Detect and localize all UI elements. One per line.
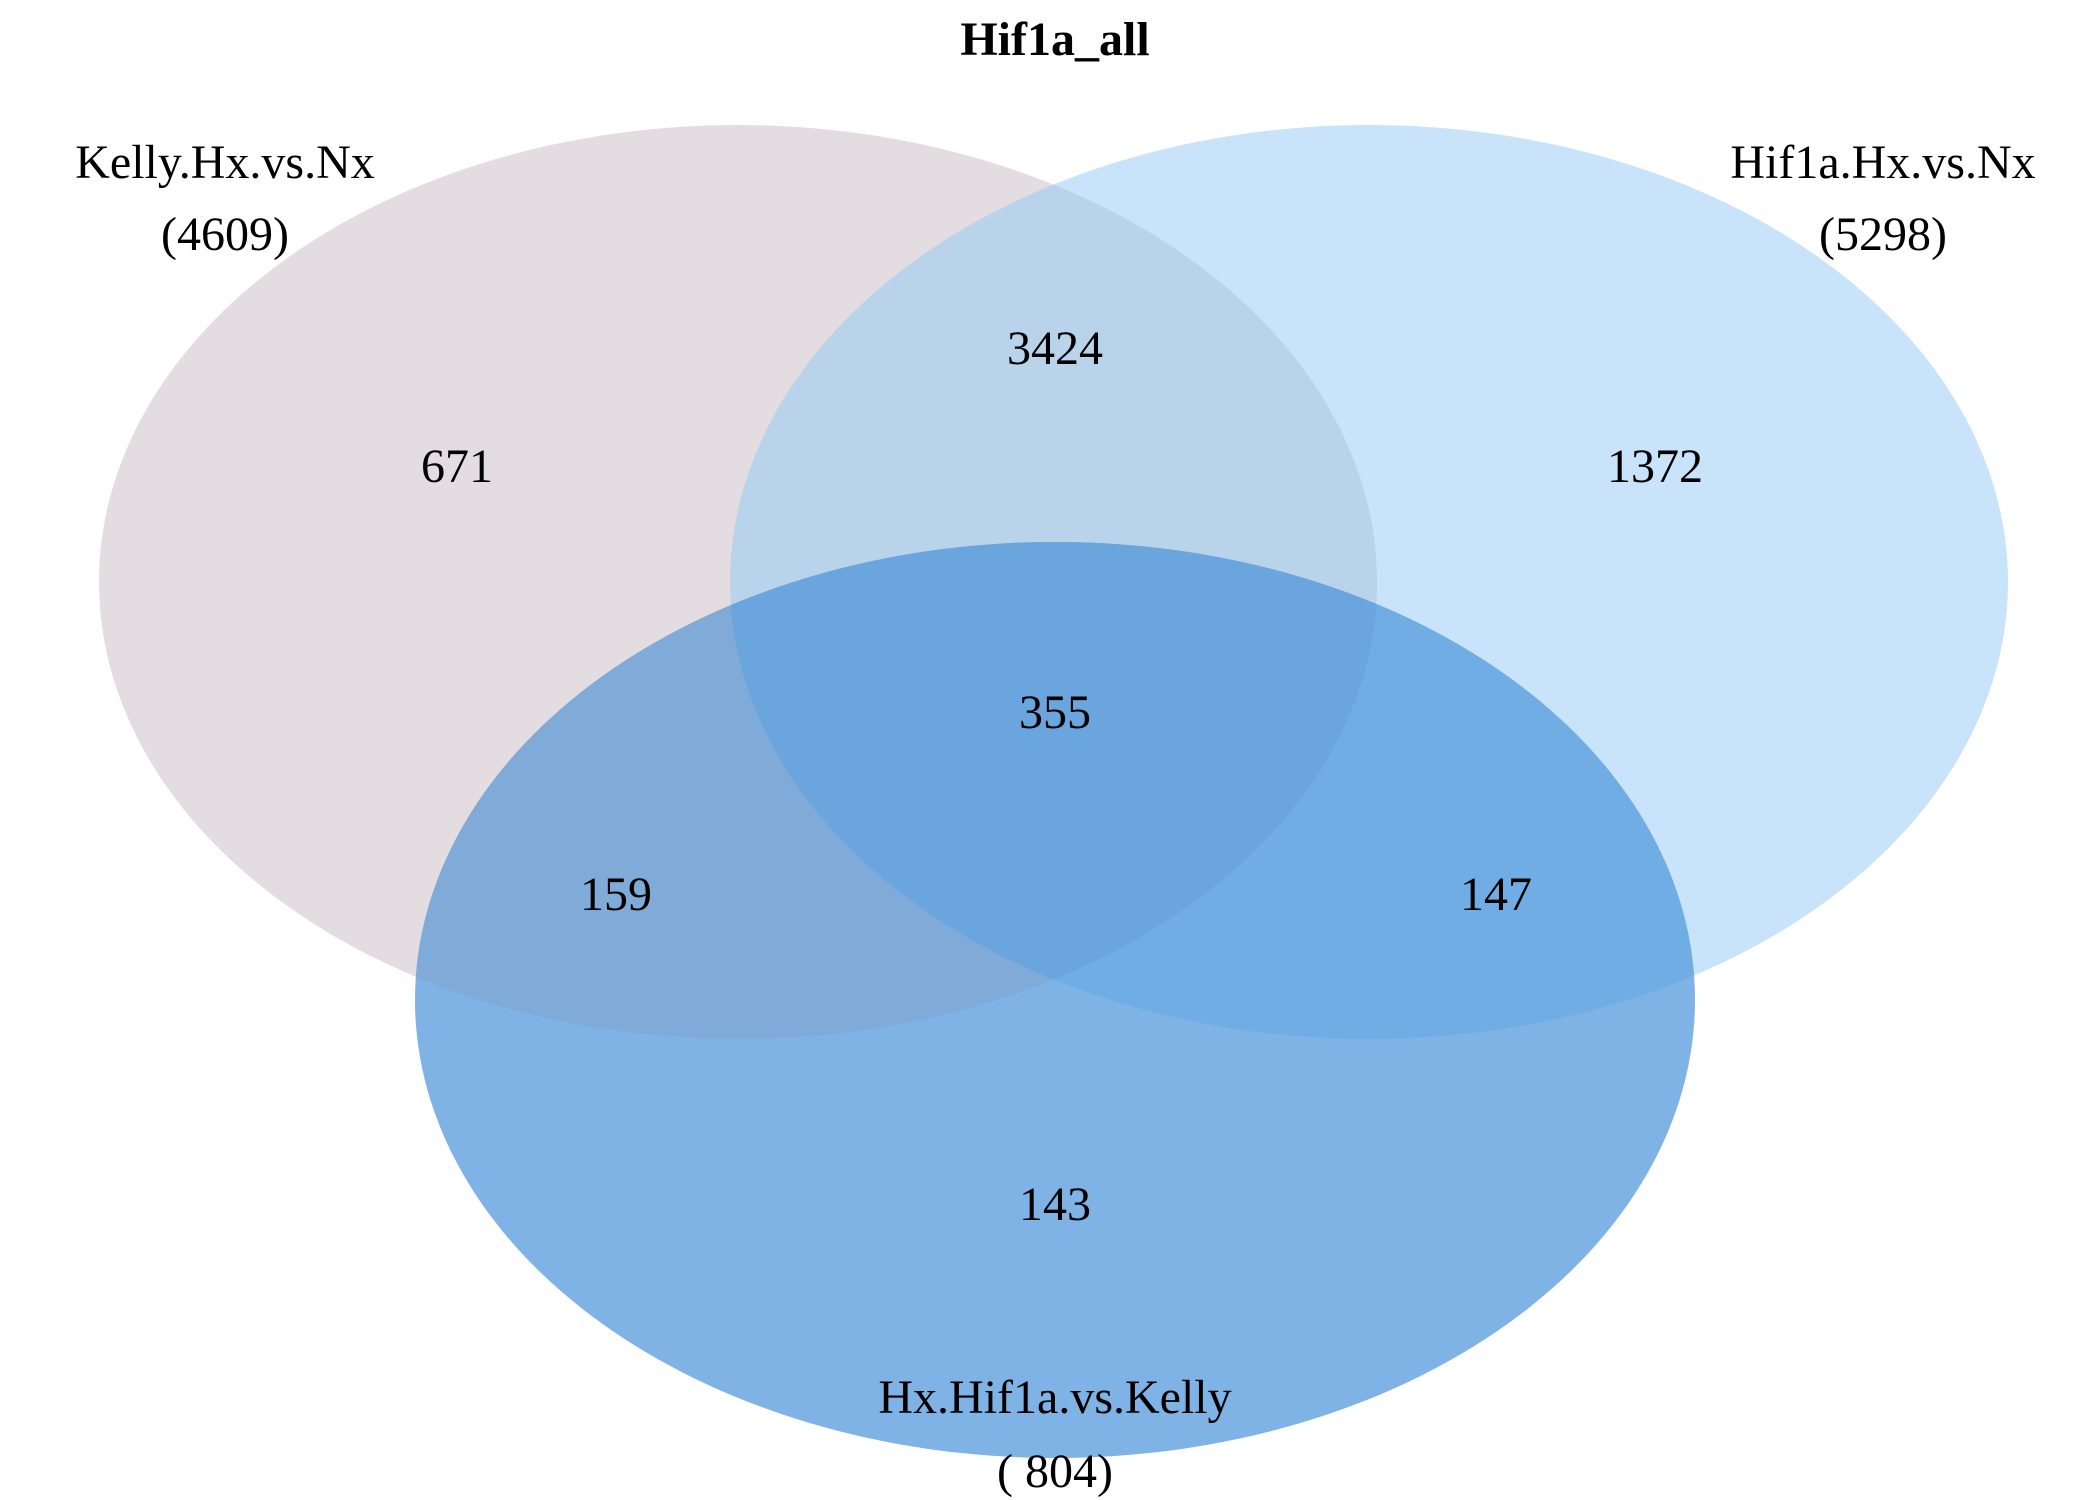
count-ab: 3424 [1007, 322, 1103, 375]
count-c-only: 143 [1019, 1178, 1091, 1231]
count-ac: 159 [580, 868, 652, 921]
count-abc: 355 [1019, 686, 1091, 739]
diagram-title: Hif1a_all [960, 13, 1149, 66]
count-b-only: 1372 [1607, 440, 1703, 493]
count-bc: 147 [1460, 868, 1532, 921]
set-b-name: Hif1a.Hx.vs.Nx [1730, 136, 2035, 189]
set-a-name: Kelly.Hx.vs.Nx [75, 136, 375, 189]
set-a-total: (4609) [161, 208, 289, 261]
set-c-total: ( 804) [997, 1445, 1113, 1498]
count-a-only: 671 [421, 440, 493, 493]
set-b-total: (5298) [1819, 208, 1947, 261]
set-c-name: Hx.Hif1a.vs.Kelly [878, 1371, 1231, 1424]
